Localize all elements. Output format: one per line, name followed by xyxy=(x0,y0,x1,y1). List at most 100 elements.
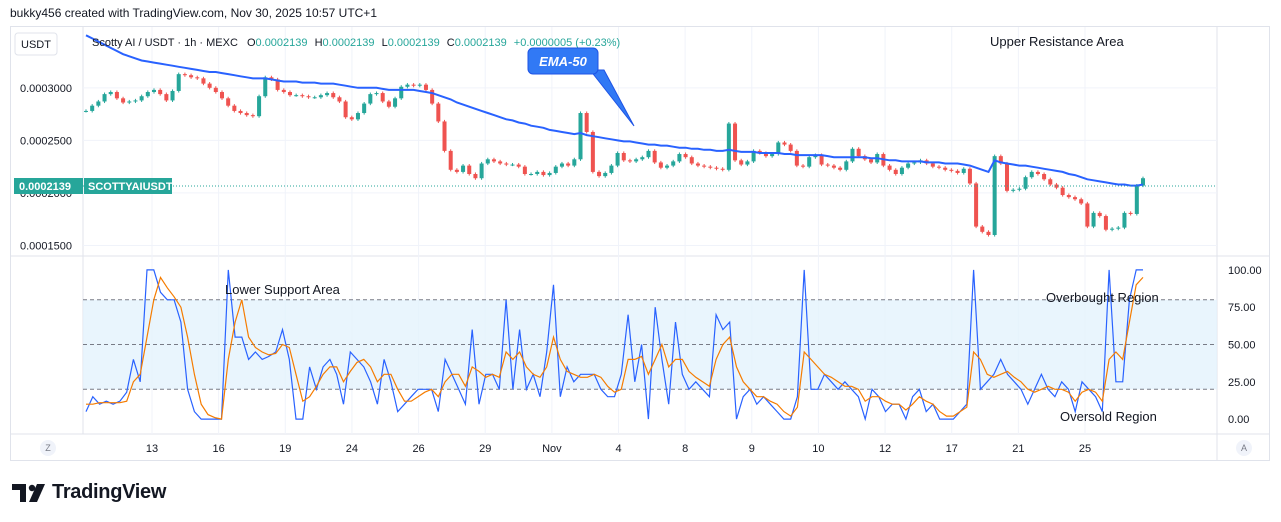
candle-body xyxy=(1011,189,1016,191)
candle-body xyxy=(151,89,157,93)
candle-body xyxy=(232,105,237,111)
candle-body xyxy=(980,226,985,232)
candle-body xyxy=(603,172,608,177)
candle-body xyxy=(263,77,268,97)
candle-body xyxy=(937,166,942,168)
price-tag-symbol: SCOTTYAIUSDT xyxy=(88,181,173,193)
upper-resistance-label: Upper Resistance Area xyxy=(990,34,1124,49)
candle-body xyxy=(726,123,731,170)
candle-body xyxy=(436,103,441,122)
oscillator-tick-label: 25.00 xyxy=(1228,377,1256,389)
candle-body xyxy=(374,93,379,95)
candle-body xyxy=(986,231,991,235)
time-tick-label: 25 xyxy=(1079,443,1091,455)
candle-body xyxy=(943,167,948,170)
candle-body xyxy=(405,84,410,87)
lower-support-label: Lower Support Area xyxy=(225,282,341,297)
candle-body xyxy=(454,169,459,172)
candle-body xyxy=(930,163,935,167)
time-tick-label: 17 xyxy=(946,443,958,455)
candle-body xyxy=(430,89,435,104)
candle-body xyxy=(312,97,317,99)
candle-body xyxy=(794,150,799,166)
footer-logo[interactable]: TradingView xyxy=(12,481,166,504)
candle-body xyxy=(386,101,391,107)
time-tick-label: 19 xyxy=(279,443,291,455)
candle-body xyxy=(646,150,651,158)
candle-body xyxy=(887,165,892,170)
candle-body xyxy=(850,148,855,162)
candle-body xyxy=(1048,179,1053,185)
candle-body xyxy=(201,78,206,84)
candle-body xyxy=(479,163,484,179)
candle-body xyxy=(96,101,101,106)
candle-body xyxy=(1091,212,1096,227)
scale-left-button[interactable]: Z xyxy=(40,440,56,456)
candle-body xyxy=(1060,187,1065,196)
chart-legend: Scotty AI / USDT · 1h · MEXC O0.0002139 … xyxy=(92,37,620,49)
candle-body xyxy=(776,142,781,155)
candle-body xyxy=(677,154,682,162)
candle-body xyxy=(782,142,787,145)
candle-body xyxy=(473,174,478,179)
candle-body xyxy=(955,170,960,173)
candle-body xyxy=(695,163,700,166)
candle-body xyxy=(714,167,719,169)
overbought-label: Overbought Region xyxy=(1046,290,1159,305)
candle-body xyxy=(949,169,954,171)
candle-body xyxy=(961,168,966,173)
candle-body xyxy=(1054,184,1059,188)
legend-c-label: C xyxy=(447,37,455,49)
candle-body xyxy=(1017,188,1022,190)
candle-body xyxy=(189,75,194,78)
candle-body xyxy=(652,150,657,163)
candle-body xyxy=(510,164,515,166)
candle-body xyxy=(399,86,404,99)
price-tick-label: 0.0003000 xyxy=(20,83,72,95)
candle-body xyxy=(448,150,453,170)
candle-body xyxy=(912,162,917,164)
candle-body xyxy=(974,183,979,227)
ema-callout-pointer xyxy=(588,69,635,127)
candle-body xyxy=(250,115,255,117)
candle-body xyxy=(733,123,738,161)
candle-body xyxy=(1079,199,1084,204)
time-tick-label: Nov xyxy=(542,443,562,455)
candle-body xyxy=(491,159,496,162)
candle-body xyxy=(751,150,756,162)
legend-o-label: O xyxy=(247,37,256,49)
time-tick-label: 13 xyxy=(146,443,158,455)
scale-right-button[interactable]: A xyxy=(1236,440,1252,456)
time-tick-label: 29 xyxy=(479,443,491,455)
legend-c-value: 0.0002139 xyxy=(455,37,507,49)
candle-body xyxy=(145,92,150,97)
candle-body xyxy=(461,165,466,172)
chart-frame xyxy=(10,26,1270,461)
candle-body xyxy=(219,92,224,99)
candle-body xyxy=(578,113,583,160)
candle-body xyxy=(788,144,793,151)
candle-body xyxy=(559,163,564,167)
candle-body xyxy=(300,95,305,97)
candle-body xyxy=(825,164,830,166)
candle-body xyxy=(819,155,824,165)
time-tick-label: 24 xyxy=(346,443,358,455)
candle-body xyxy=(757,150,762,153)
candle-body xyxy=(417,84,422,86)
candle-body xyxy=(683,154,688,158)
candle-body xyxy=(658,162,663,168)
candle-body xyxy=(708,166,713,168)
candle-body xyxy=(553,166,558,173)
candle-body xyxy=(1103,216,1108,230)
candle-body xyxy=(139,96,144,101)
candle-body xyxy=(831,165,836,168)
candle-body xyxy=(485,159,490,164)
candle-body xyxy=(1116,227,1121,229)
candle-body xyxy=(213,87,218,93)
currency-button[interactable] xyxy=(14,32,58,56)
candle-body xyxy=(108,92,113,95)
candle-body xyxy=(1072,197,1078,200)
candle-body xyxy=(442,121,447,151)
time-tick-label: 12 xyxy=(879,443,891,455)
